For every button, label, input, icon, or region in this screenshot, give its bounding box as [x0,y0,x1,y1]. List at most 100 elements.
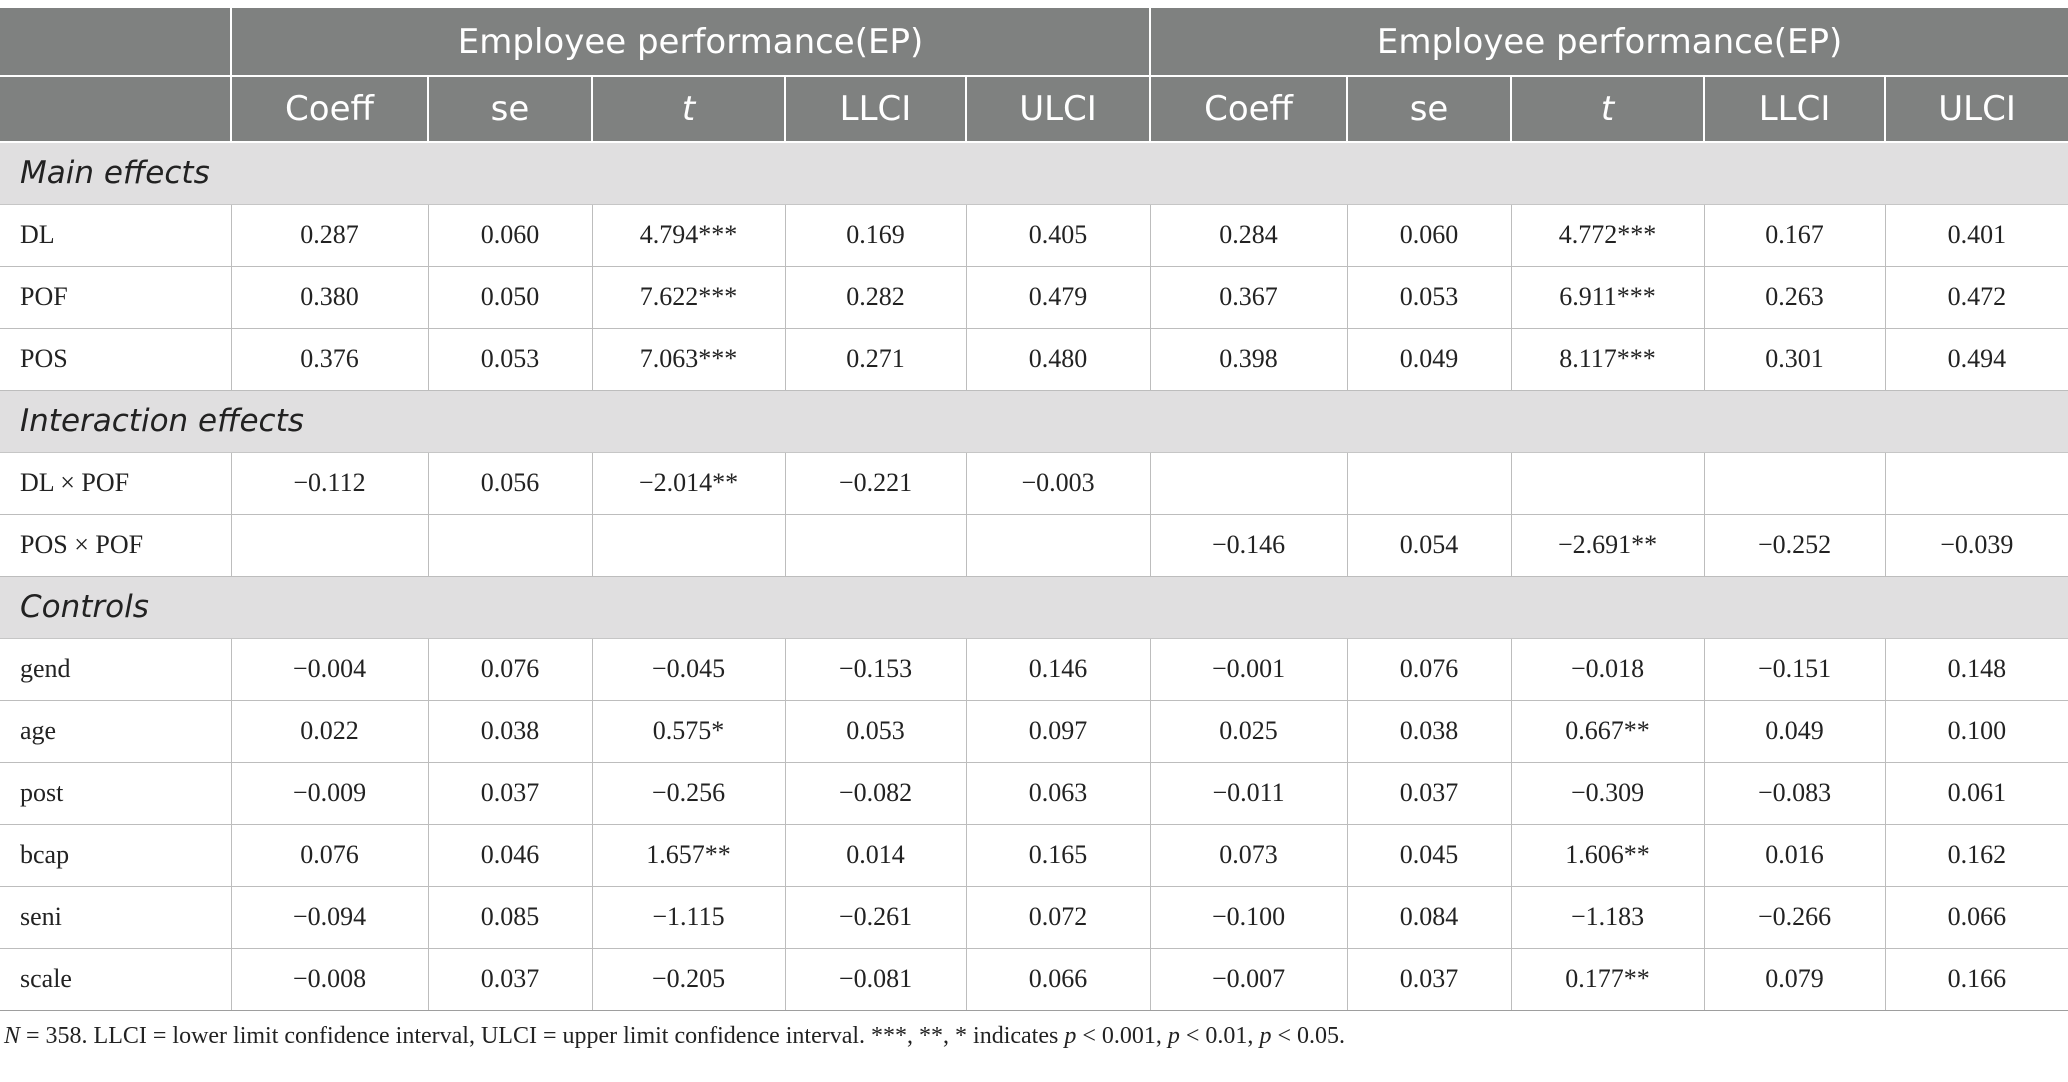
table-cell: −0.008 [230,947,429,1011]
table-cell [591,513,786,577]
table-row: POF 0.380 0.050 7.622*** 0.282 0.479 0.367 0.05… [0,265,2068,329]
table-cell: −0.309 [1510,761,1705,825]
table-cell: −0.205 [591,947,786,1011]
table-cell: 0.166 [1884,947,2068,1011]
table-cell: 0.038 [427,699,593,763]
table-cell: 0.037 [1346,761,1512,825]
table-cell: 0.301 [1703,327,1886,391]
table-cell [1884,451,2068,515]
column-header-t: t [591,76,786,143]
footnote-p-symbol: p [1167,1022,1180,1049]
table-cell: 1.657** [591,823,786,887]
column-header-llci: LLCI [784,76,967,143]
table-cell: −0.018 [1510,637,1705,701]
table-cell: −0.039 [1884,513,2068,577]
table-cell: −1.183 [1510,885,1705,949]
table-cell: −0.112 [230,451,429,515]
table-cell: −0.001 [1149,637,1348,701]
table-cell: 0.072 [965,885,1151,949]
table-cell: 0.287 [230,203,429,267]
table-cell: 0.085 [427,885,593,949]
table-cell: 0.479 [965,265,1151,329]
table-row: scale −0.008 0.037 −0.205 −0.081 0.066 −0.007 0… [0,947,2068,1011]
table-cell: 0.054 [1346,513,1512,577]
table-cell: 0.066 [965,947,1151,1011]
table-row: POS × POF −0.146 0.054 −2.691** −0.252 −0.039 [0,513,2068,577]
table-footnote: N = 358. LLCI = lower limit confidence i… [0,1011,2068,1050]
table-cell: 7.622*** [591,265,786,329]
row-label: DL × POF [0,451,232,515]
table-body: Main effects DL 0.287 0.060 4.794*** 0.169 0.4… [0,141,2068,1011]
table-cell: 0.169 [784,203,967,267]
table-cell [1703,451,1886,515]
group-header-2: Employee performance(EP) [1149,8,2068,77]
table-cell: 0.037 [427,947,593,1011]
table-cell: 0.263 [1703,265,1886,329]
table-cell: 0.063 [965,761,1151,825]
table-cell: 0.165 [965,823,1151,887]
column-header-se: se [427,76,593,143]
table-cell: 4.772*** [1510,203,1705,267]
table-cell: 0.050 [427,265,593,329]
table-cell: 0.401 [1884,203,2068,267]
table-cell: 0.398 [1149,327,1348,391]
table-cell: 0.376 [230,327,429,391]
table-cell: −0.004 [230,637,429,701]
table-cell: 0.177** [1510,947,1705,1011]
row-label: age [0,699,232,763]
table-cell: 0.037 [1346,947,1512,1011]
table-cell: −0.252 [1703,513,1886,577]
table-cell: 0.146 [965,637,1151,701]
column-header-ulci: ULCI [964,76,1152,143]
table-cell [784,513,967,577]
column-header-se: se [1346,76,1513,143]
table-cell: −0.100 [1149,885,1348,949]
table-cell: 0.167 [1703,203,1886,267]
table-cell: 0.022 [230,699,429,763]
table-cell [1510,451,1705,515]
table-cell: 0.076 [230,823,429,887]
table-cell: 0.049 [1703,699,1886,763]
footnote-threshold: < 0.05. [1271,1022,1345,1049]
table-cell: 0.060 [1346,203,1512,267]
table-cell: 0.494 [1884,327,2068,391]
table-row: age 0.022 0.038 0.575* 0.053 0.097 0.025 0.038 0… [0,699,2068,763]
group-header-1: Employee performance(EP) [229,8,1152,77]
table-cell: 0.076 [1346,637,1512,701]
footnote-threshold: < 0.001, [1076,1022,1168,1049]
footnote-p-symbol: p [1259,1022,1272,1049]
row-label: POS [0,327,232,391]
section-row-controls: Controls [0,575,2068,639]
table-cell: 0.271 [784,327,967,391]
row-label: POF [0,265,232,329]
corner-cell [0,76,232,143]
column-header-llci: LLCI [1703,76,1887,143]
footnote-p-symbol: p [1064,1022,1077,1049]
table-cell: −0.221 [784,451,967,515]
row-label: post [0,761,232,825]
table-cell: 0.480 [965,327,1151,391]
table-cell: 0.053 [1346,265,1512,329]
results-table-container: Employee performance(EP) Employee perfor… [0,8,2068,1050]
table-cell: 0.053 [427,327,593,391]
table-cell: −0.045 [591,637,786,701]
group-header-row: Employee performance(EP) Employee perfor… [0,8,2068,77]
table-cell: −0.153 [784,637,967,701]
table-cell: 4.794*** [591,203,786,267]
table-cell: 0.148 [1884,637,2068,701]
column-header-coeff: Coeff [1149,76,1349,143]
table-cell: 8.117*** [1510,327,1705,391]
table-cell: −0.081 [784,947,967,1011]
table-cell [965,513,1151,577]
column-header-row: Coeff se t LLCI ULCI Coeff se t LLCI ULC… [0,76,2068,143]
table-cell: 0.053 [784,699,967,763]
table-cell: 1.606** [1510,823,1705,887]
table-cell: −0.266 [1703,885,1886,949]
table-cell: 0.056 [427,451,593,515]
table-cell: 0.060 [427,203,593,267]
table-cell: 0.667** [1510,699,1705,763]
footnote-n-symbol: N [4,1022,21,1049]
table-cell: −2.691** [1510,513,1705,577]
row-label: DL [0,203,232,267]
table-cell: 7.063*** [591,327,786,391]
